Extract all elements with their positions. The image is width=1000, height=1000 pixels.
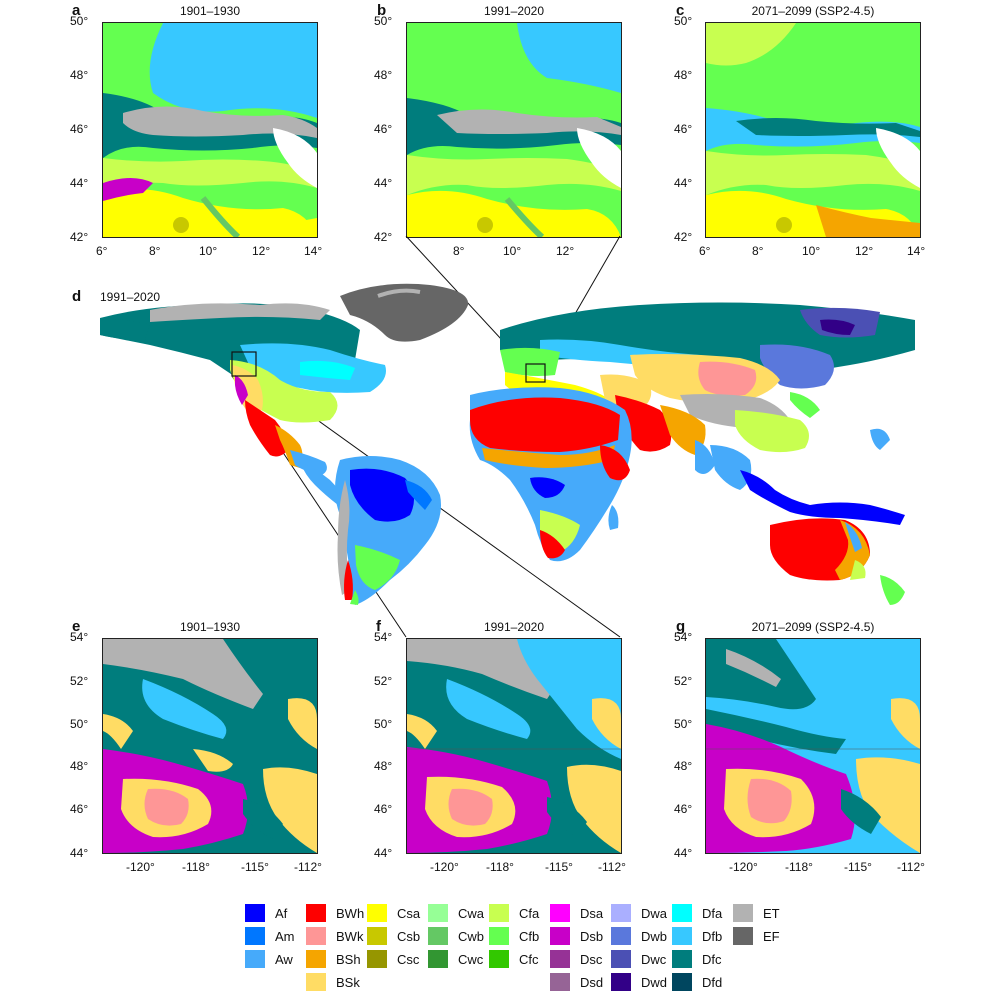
alps-map-b-graphic <box>407 23 621 237</box>
na-f-lon-120: -120° <box>430 860 459 874</box>
alps-a-lat-44: 44° <box>70 176 89 190</box>
na-g-lat-46: 46° <box>674 802 693 816</box>
panel-letter-d: d <box>72 288 82 305</box>
na-g-lon-118: -118° <box>785 860 813 874</box>
alps-c-lat-48: 48° <box>674 68 693 82</box>
map-alps-2071-2099 <box>705 22 921 238</box>
panel-letter-c: c <box>676 2 685 19</box>
na-e-lon-118: -118° <box>182 860 210 874</box>
alps-a-lat-48: 48° <box>70 68 89 82</box>
na-g-lat-54: 54° <box>674 630 693 644</box>
na-e-lat-54: 54° <box>70 630 89 644</box>
europe-zoom-box <box>525 363 546 383</box>
australia <box>770 518 905 605</box>
alps-c-lon-12: 12° <box>855 244 874 258</box>
alps-map-a-graphic <box>103 23 317 237</box>
north-america <box>100 303 386 475</box>
alps-a-lon-8: 8° <box>149 244 161 258</box>
na-g-lat-44: 44° <box>674 846 693 860</box>
na-e-lat-50: 50° <box>70 717 89 731</box>
na-f-lat-54: 54° <box>374 630 393 644</box>
map-alps-1901-1930 <box>102 22 318 238</box>
na-map-f-graphic <box>407 639 621 853</box>
alps-a-lon-12: 12° <box>252 244 271 258</box>
panel-title-b: 1991–2020 <box>483 4 545 18</box>
panel-letter-b: b <box>377 2 387 19</box>
na-map-e-graphic <box>103 639 317 853</box>
alps-c-lon-6: 6° <box>699 244 711 258</box>
alps-a-lat-50: 50° <box>70 14 89 28</box>
na-f-lon-115: -115° <box>545 860 573 874</box>
na-g-lon-115: -115° <box>844 860 872 874</box>
na-f-lat-44: 44° <box>374 846 393 860</box>
south-america <box>335 456 441 605</box>
na-zoom-box <box>231 351 257 377</box>
alps-b-lat-46: 46° <box>374 122 393 136</box>
na-f-lat-52: 52° <box>374 674 393 688</box>
alps-c-lon-8: 8° <box>752 244 764 258</box>
alps-b-lat-42: 42° <box>374 230 393 244</box>
map-na-2071-2099 <box>705 638 921 854</box>
panel-letter-g: g <box>676 618 686 635</box>
na-g-lat-50: 50° <box>674 717 693 731</box>
alps-c-lat-44: 44° <box>674 176 693 190</box>
na-g-lat-52: 52° <box>674 674 693 688</box>
na-f-lat-48: 48° <box>374 759 393 773</box>
southeast-asia <box>740 428 905 525</box>
na-e-lat-52: 52° <box>70 674 89 688</box>
na-e-lon-115: -115° <box>241 860 269 874</box>
alps-a-lon-10: 10° <box>199 244 218 258</box>
africa <box>469 387 632 562</box>
na-f-lat-50: 50° <box>374 717 393 731</box>
alps-c-lat-42: 42° <box>674 230 693 244</box>
alps-b-lon-12: 12° <box>556 244 575 258</box>
alps-map-c-graphic <box>706 23 920 237</box>
na-f-lat-46: 46° <box>374 802 393 816</box>
na-e-lat-46: 46° <box>70 802 89 816</box>
panel-letter-f: f <box>376 618 381 635</box>
na-f-lon-118: -118° <box>486 860 514 874</box>
panel-letter-a: a <box>72 2 81 19</box>
eurasia <box>500 302 915 490</box>
panel-title-c: 2071–2099 (SSP2-4.5) <box>751 4 875 18</box>
alps-b-lat-48: 48° <box>374 68 393 82</box>
alps-c-lat-46: 46° <box>674 122 693 136</box>
alps-c-lon-10: 10° <box>802 244 821 258</box>
alps-a-lat-42: 42° <box>70 230 89 244</box>
alps-a-lon-6: 6° <box>96 244 108 258</box>
alps-a-lat-46: 46° <box>70 122 89 136</box>
alps-a-lon-14: 14° <box>304 244 323 258</box>
alps-b-lat-44: 44° <box>374 176 393 190</box>
map-na-1991-2020 <box>406 638 622 854</box>
na-g-lon-112: -112° <box>897 860 925 874</box>
map-na-1901-1930 <box>102 638 318 854</box>
greenland <box>340 283 469 342</box>
alps-b-lon-8: 8° <box>453 244 465 258</box>
map-alps-1991-2020 <box>406 22 622 238</box>
na-g-lon-120: -120° <box>729 860 758 874</box>
alps-b-lon-10: 10° <box>503 244 522 258</box>
panel-title-f: 1991–2020 <box>483 620 545 634</box>
na-e-lat-48: 48° <box>70 759 89 773</box>
panel-title-e: 1901–1930 <box>179 620 241 634</box>
na-e-lon-112: -112° <box>294 860 322 874</box>
na-g-lat-48: 48° <box>674 759 693 773</box>
na-e-lon-120: -120° <box>126 860 155 874</box>
na-map-g-graphic <box>706 639 920 853</box>
panel-title-g: 2071–2099 (SSP2-4.5) <box>751 620 875 634</box>
na-f-lon-112: -112° <box>598 860 626 874</box>
panel-title-a: 1901–1930 <box>179 4 241 18</box>
alps-c-lon-14: 14° <box>907 244 926 258</box>
na-e-lat-44: 44° <box>70 846 89 860</box>
alps-c-lat-50: 50° <box>674 14 693 28</box>
panel-letter-e: e <box>72 618 81 635</box>
alps-b-lat-50: 50° <box>374 14 393 28</box>
panel-title-d: 1991–2020 <box>100 290 161 304</box>
